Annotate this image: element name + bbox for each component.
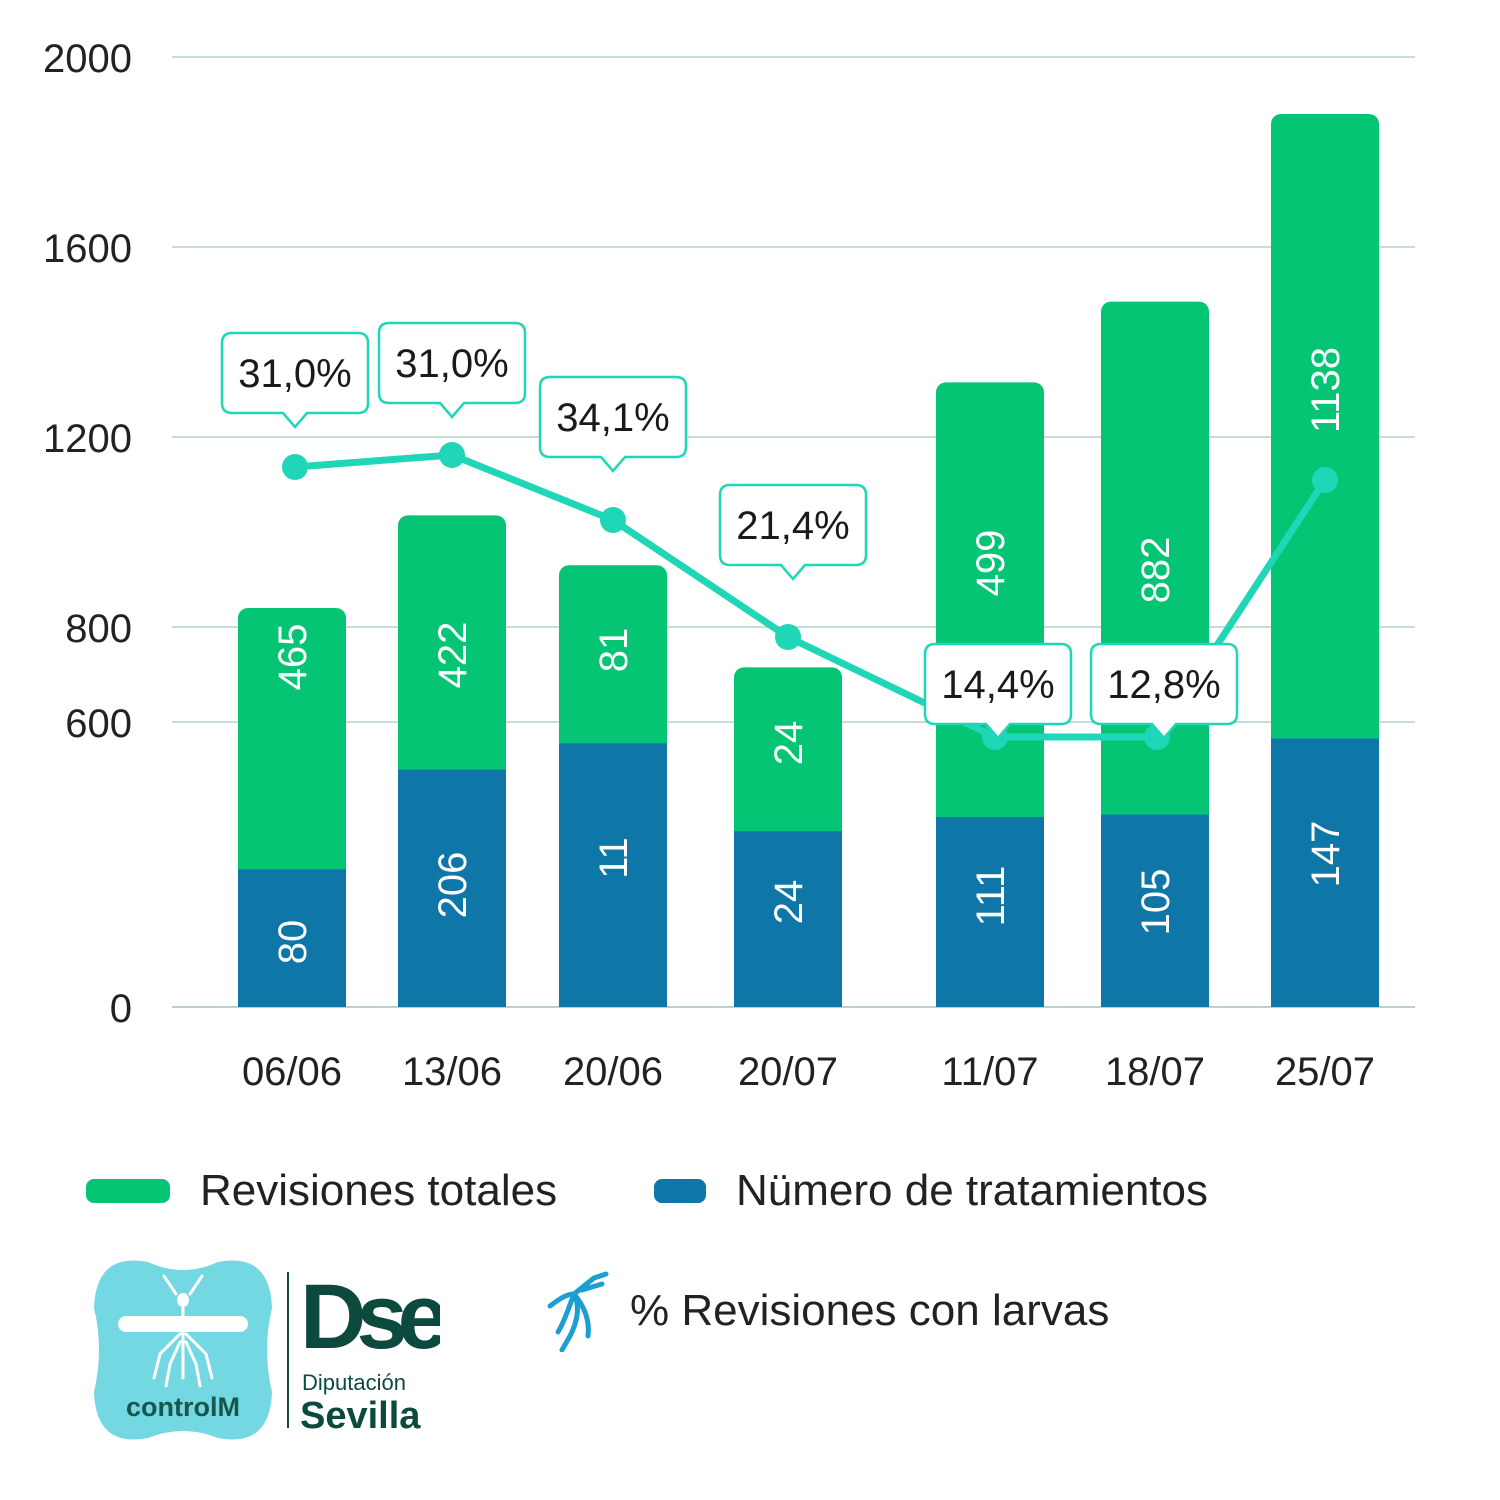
percent-callout-box [377,321,527,419]
bar-label-tratamientos: 105 [1134,869,1178,936]
x-axis-ticks: 06/06 13/06 20/06 20/07 11/07 18/07 25/07 [242,1050,1375,1094]
percent-callout-label: 31,0% [395,342,508,386]
larvas-point [1312,467,1338,493]
dse-logo-mark: Dse [300,1268,440,1368]
bar-label-revisiones: 882 [1134,537,1178,604]
bars: 465 80 422 206 81 11 24 24 499 111 882 105 1138 147 [238,114,1379,1007]
y-tick-label: 600 [65,702,132,746]
percent-callout-label: 31,0% [238,352,351,396]
legend-green-swatch [86,1179,170,1203]
bar-label-revisiones: 499 [969,530,1013,597]
diputacion-sevilla-logo: Dse Diputación Sevilla [300,1268,440,1437]
controlm-logo: controlM [94,1260,272,1440]
legend-blue-swatch [654,1179,706,1203]
x-tick-label: 06/06 [242,1050,342,1094]
percent-callout-label: 21,4% [736,504,849,548]
y-tick-label: 1600 [43,227,132,271]
percent-callout-label: 34,1% [556,396,669,440]
bar-label-tratamientos: 147 [1304,821,1348,888]
percent-callout-box [1089,642,1239,740]
bar-label-tratamientos: 206 [431,852,475,919]
y-tick-label: 1200 [43,417,132,461]
bar-label-revisiones: 24 [767,721,811,766]
x-tick-label: 13/06 [402,1050,502,1094]
bar-numero-tratamientos [734,831,842,1007]
percent-callout-box [923,642,1073,740]
legend-larvas: % Revisiones con larvas [544,1270,1109,1352]
larvas-line [282,442,1338,750]
y-tick-label: 0 [110,987,132,1031]
y-tick-label: 2000 [43,37,132,81]
bar-label-revisiones: 81 [592,628,636,673]
bar-label-tratamientos: 80 [271,920,315,965]
percent-callout-box [718,483,868,581]
legend-larvas-label: % Revisiones con larvas [630,1286,1110,1335]
larvas-point [600,507,626,533]
bar-numero-tratamientos [559,743,667,1007]
x-tick-label: 18/07 [1105,1050,1205,1094]
larvas-point [439,442,465,468]
percent-callout-label: 12,8% [1107,663,1220,707]
bar-numero-tratamientos [398,769,506,1007]
x-tick-label: 25/07 [1275,1050,1375,1094]
x-tick-label: 20/07 [738,1050,838,1094]
legend-numero-tratamientos: Nümero de tratamientos [654,1166,1208,1216]
x-tick-label: 20/06 [563,1050,663,1094]
percent-callout-label: 14,4% [941,663,1054,707]
legend-revisiones-totales: Revisiones totales [86,1166,557,1216]
bar-label-tratamientos: 111 [969,866,1013,927]
y-axis-ticks: 0 600 800 1200 1600 2000 [43,37,132,1031]
bar-label-revisiones: 422 [431,622,475,689]
larvas-point [775,624,801,650]
percent-callout-box [220,331,370,429]
logo-divider [287,1272,289,1428]
legend-green-label: Revisiones totales [200,1166,558,1215]
bar-label-tratamientos: 11 [592,837,636,879]
diputacion-text: Diputación [302,1370,406,1395]
y-tick-label: 800 [65,607,132,651]
larvas-point [282,454,308,480]
bar-label-revisiones: 1138 [1304,347,1348,433]
controlm-logo-text: controlM [126,1392,240,1422]
percent-callout-box [538,375,688,473]
percent-callouts: 31,0% 31,0% 34,1% 21,4% 14,4% 12,8% [220,321,1239,740]
bar-label-revisiones: 465 [271,624,315,691]
bar-numero-tratamientos [238,869,346,1007]
bar-numero-tratamientos [936,817,1044,1007]
sevilla-text: Sevilla [300,1395,421,1437]
bar-label-tratamientos: 24 [767,880,811,925]
bar-numero-tratamientos [1101,814,1209,1007]
x-tick-label: 11/07 [941,1050,1038,1094]
legend-blue-label: Nümero de tratamientos [736,1166,1208,1215]
larva-icon [547,1271,609,1352]
bar-numero-tratamientos [1271,738,1379,1007]
